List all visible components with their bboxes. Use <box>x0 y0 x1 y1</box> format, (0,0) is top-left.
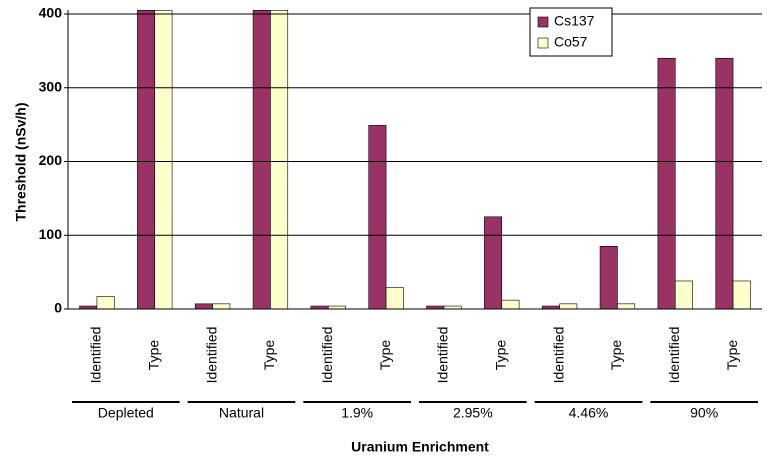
x-axis-title: Uranium Enrichment <box>351 439 489 455</box>
x-tick-label: Identified <box>88 327 104 384</box>
legend-swatch <box>537 37 549 49</box>
bar <box>212 303 231 310</box>
x-tick-label: Type <box>724 340 740 371</box>
x-tick-label: Identified <box>203 327 219 384</box>
bar <box>501 299 520 310</box>
bar <box>385 287 404 310</box>
bar <box>96 296 115 310</box>
x-tick-label: Identified <box>666 327 682 384</box>
bar <box>194 303 213 310</box>
bar <box>137 10 156 310</box>
legend-label: Cs137 <box>554 13 595 29</box>
bar <box>559 303 578 310</box>
x-tick-label: Identified <box>550 327 566 384</box>
bar <box>599 246 618 310</box>
legend-label: Co57 <box>554 34 588 50</box>
group-label: 1.9% <box>341 405 373 421</box>
group-label: 4.46% <box>569 405 609 421</box>
bar <box>715 57 734 310</box>
bar <box>674 280 693 310</box>
y-tick-label: 300 <box>39 78 63 94</box>
x-tick-label: Identified <box>319 327 335 384</box>
x-tick-label: Type <box>492 340 508 371</box>
group-label: Depleted <box>98 405 154 421</box>
bar <box>617 303 636 310</box>
x-tick-label: Type <box>261 340 277 371</box>
y-tick-label: 200 <box>39 152 63 168</box>
y-tick-label: 100 <box>39 226 63 242</box>
bar <box>154 10 173 310</box>
bar <box>657 57 676 310</box>
bar <box>732 280 751 310</box>
group-label: 2.95% <box>453 405 493 421</box>
group-label: Natural <box>219 405 264 421</box>
group-label: 90% <box>690 405 718 421</box>
x-tick-label: Identified <box>435 327 451 384</box>
bar <box>252 10 271 310</box>
legend-swatch <box>537 16 549 28</box>
x-tick-label: Type <box>377 340 393 371</box>
x-tick-label: Type <box>145 340 161 371</box>
y-tick-label: 400 <box>39 5 63 21</box>
plot-area <box>79 10 751 310</box>
y-axis-title: Threshold (nSv/h) <box>13 103 29 222</box>
bar <box>484 216 503 310</box>
x-tick-label: Type <box>608 340 624 371</box>
bar <box>270 10 289 310</box>
bar <box>368 125 387 310</box>
y-tick-label: 0 <box>54 300 62 316</box>
